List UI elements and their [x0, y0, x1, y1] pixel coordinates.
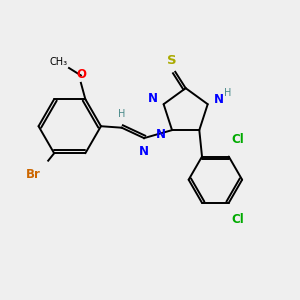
Text: Br: Br — [26, 168, 41, 181]
Text: Cl: Cl — [232, 213, 244, 226]
Text: H: H — [224, 88, 231, 98]
Text: N: N — [156, 128, 166, 141]
Text: N: N — [214, 93, 224, 106]
Text: Cl: Cl — [232, 133, 244, 146]
Text: S: S — [167, 54, 177, 68]
Text: CH₃: CH₃ — [50, 56, 68, 67]
Text: H: H — [118, 110, 125, 119]
Text: O: O — [76, 68, 86, 81]
Text: N: N — [148, 92, 158, 105]
Text: N: N — [139, 145, 149, 158]
